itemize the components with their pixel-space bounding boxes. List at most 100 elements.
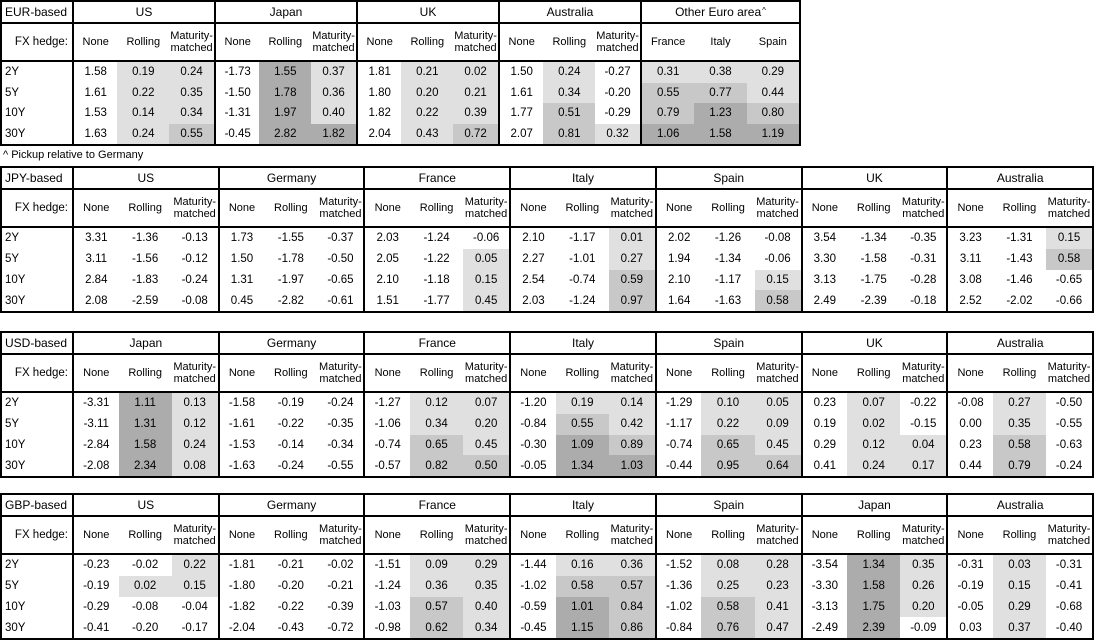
group-header-germany: Germany [220, 495, 366, 515]
group-header-france: France [365, 495, 512, 515]
group-italy: None Rolling Maturity-matched [511, 190, 657, 226]
subcol-header-none: None [366, 36, 393, 48]
group-japan: None Rolling Maturity-matched [216, 24, 358, 60]
value-cell: -2.49 [811, 621, 838, 634]
group-japan: None Rolling Maturity-matched [803, 517, 949, 553]
value-cell: -2.04 [228, 621, 256, 634]
value-cell: -3.13 [811, 600, 838, 613]
value-cell: 0.36 [608, 555, 655, 576]
value-cell: 1.81 [368, 66, 391, 79]
fx-hedge-label: FX hedge: [2, 517, 74, 553]
value-cell: 0.77 [694, 82, 747, 103]
group-italy: 2.54 -0.74 0.59 [511, 269, 657, 291]
tenor-label-5y: 5Y [2, 248, 74, 270]
subcol-header-none: None [811, 202, 839, 214]
value-cell: -1.20 [520, 397, 547, 410]
value-cell: -0.43 [277, 621, 304, 634]
value-cell: -0.74 [374, 438, 401, 451]
value-cell: 0.45 [463, 290, 510, 311]
group-header-australia: Australia [948, 495, 1092, 515]
value-cell: 2.02 [667, 232, 691, 245]
value-cell: -0.59 [520, 600, 547, 613]
value-cell: 0.80 [746, 103, 799, 124]
value-cell: 0.34 [169, 103, 214, 124]
value-cell: -1.46 [1006, 273, 1033, 286]
group-name: Japan [129, 336, 163, 350]
group-japan: -1.73 1.55 0.37 [216, 62, 358, 83]
value-cell: 0.13 [171, 393, 218, 414]
value-cell: -1.36 [666, 580, 693, 593]
subcol-header-maturity-matched: Maturity-matched [173, 361, 217, 385]
value-cell: -0.19 [957, 580, 984, 593]
data-row-2y: 2Y -0.23 -0.02 0.22 -1.81 -0.21 -0.02 -1.51 0.09… [2, 555, 1092, 576]
value-cell: 2.82 [259, 123, 312, 144]
value-cell: 0.02 [847, 413, 901, 435]
group-header-italy: Italy [511, 168, 657, 188]
value-cell: 0.04 [900, 434, 947, 456]
group-italy: 2.27 -1.01 0.27 [511, 248, 657, 270]
value-cell: 0.34 [409, 413, 464, 435]
value-cell: 0.35 [463, 575, 510, 597]
value-cell: 1.31 [230, 273, 254, 286]
tenor-label-2y: 2Y [2, 555, 74, 576]
country-header-row: GBP-based US Germany France Italy Spain Japan A… [2, 495, 1092, 517]
data-row-10y: 10Y -0.29 -0.08 -0.04 -1.82 -0.22 -0.39 -1.03 0.… [2, 596, 1092, 618]
value-cell: -1.58 [228, 397, 256, 410]
group-spain: -1.17 0.22 0.09 [657, 413, 803, 435]
tenor-label-2y: 2Y [2, 228, 74, 249]
group-france: -0.74 0.65 0.45 [365, 434, 512, 456]
value-cell: -0.22 [277, 418, 304, 431]
subcol-header-rolling: Rolling [565, 367, 600, 379]
value-cell: -1.01 [569, 253, 596, 266]
value-cell: 0.00 [959, 418, 982, 431]
value-cell: -1.52 [666, 559, 693, 572]
value-cell: -0.61 [327, 294, 354, 307]
value-cell: -0.02 [132, 559, 159, 572]
group-australia: -0.08 0.27 -0.50 [948, 393, 1092, 414]
subcol-header-none: None [83, 367, 110, 379]
group-australia: None Rolling Maturity-matched [948, 517, 1092, 553]
value-cell: -1.03 [374, 600, 401, 613]
group-us: -0.41 -0.20 -0.17 [74, 617, 220, 638]
group-name: Spain [713, 336, 745, 350]
data-row-5y: 5Y 3.11 -1.56 -0.12 1.50 -1.78 -0.50 2.05 -1.22 0… [2, 248, 1093, 270]
tenor-label-30y: 30Y [2, 617, 74, 638]
tenor-label-10y: 10Y [2, 596, 74, 618]
value-cell: -0.37 [327, 232, 354, 245]
group-other-euro-area: 0.79 1.23 0.80 [642, 103, 799, 124]
group-header-japan: Japan [74, 333, 220, 353]
group-header-germany: Germany [220, 168, 366, 188]
value-cell: -0.50 [1055, 397, 1083, 410]
tenor-label-30y: 30Y [2, 123, 74, 144]
group-header-japan: Japan [803, 495, 949, 515]
value-cell: -1.56 [132, 253, 159, 266]
value-cell: 0.23 [813, 397, 837, 410]
group-us: 1.61 0.22 0.35 [74, 82, 216, 103]
group-germany: -1.58 -0.19 -0.24 [220, 393, 366, 414]
fx-hedge-header-row: FX hedge: None Rolling Maturity-matched None… [2, 24, 799, 62]
group-spain: -0.44 0.95 0.64 [657, 455, 803, 476]
subcol-header-rolling: Rolling [274, 367, 308, 379]
value-cell: -0.17 [181, 621, 208, 634]
subcol-header-none: None [83, 529, 110, 541]
group-name: Germany [266, 498, 317, 512]
subcol-header-maturity-matched: Maturity-matched [173, 196, 217, 220]
group-other-euro-area: 1.06 1.58 1.19 [642, 123, 799, 144]
group-name: US [137, 171, 155, 185]
value-cell: 1.80 [368, 86, 391, 99]
group-name: France [418, 498, 456, 512]
value-cell: 0.58 [754, 290, 801, 311]
group-name: Australia [546, 5, 594, 19]
group-italy: None Rolling Maturity-matched [511, 517, 657, 553]
value-cell: 1.15 [555, 617, 609, 638]
value-cell: 0.12 [171, 413, 218, 435]
subcol-header-maturity-matched: Maturity-matched [464, 196, 508, 220]
value-cell: -0.08 [132, 600, 159, 613]
value-cell: 0.40 [463, 596, 510, 618]
value-cell: -0.19 [83, 580, 110, 593]
value-cell: 0.22 [401, 103, 454, 124]
value-cell: -0.24 [277, 459, 304, 472]
subcol-header-none: None [374, 202, 401, 214]
group-australia: 1.77 0.51 -0.29 [500, 103, 642, 124]
